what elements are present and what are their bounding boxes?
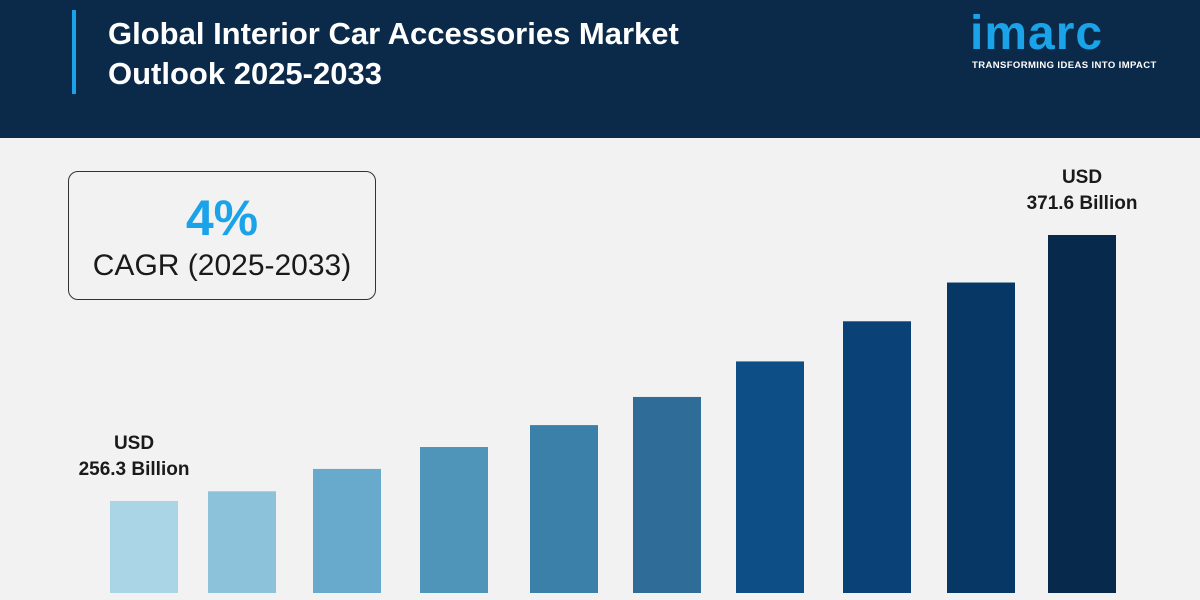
bar-2033 bbox=[1048, 235, 1116, 593]
title-line-2: Outlook 2025-2033 bbox=[108, 56, 382, 91]
data-label-2024: USD 256.3 Billion bbox=[54, 431, 214, 483]
bar-2025 bbox=[208, 491, 276, 593]
logo-wordmark: imarc bbox=[970, 7, 1104, 60]
data-label-value: 256.3 Billion bbox=[78, 459, 190, 480]
bar-2024 bbox=[110, 501, 178, 593]
header-banner: Global Interior Car Accessories Market O… bbox=[0, 0, 1200, 138]
bar-2031 bbox=[843, 321, 911, 593]
data-label-2033: USD 371.6 Billion bbox=[1002, 165, 1162, 217]
bar-2029 bbox=[633, 396, 701, 593]
logo-tagline: TRANSFORMING IDEAS INTO IMPACT bbox=[972, 60, 1157, 71]
title-accent-bar bbox=[72, 10, 76, 94]
cagr-value: 4% bbox=[185, 190, 259, 246]
cagr-label: CAGR (2025-2033) bbox=[92, 249, 352, 282]
bar-2028 bbox=[530, 425, 598, 593]
page-title: Global Interior Car Accessories Market O… bbox=[108, 14, 808, 94]
data-label-currency: USD bbox=[1061, 167, 1103, 188]
bar-2026 bbox=[313, 468, 381, 593]
title-line-1: Global Interior Car Accessories Market bbox=[108, 16, 679, 51]
imarc-logo: imarc TRANSFORMING IDEAS INTO IMPACT bbox=[960, 8, 1160, 78]
bar-2027 bbox=[420, 447, 488, 593]
data-label-value: 371.6 Billion bbox=[1026, 193, 1138, 214]
cagr-box: 4% CAGR (2025-2033) bbox=[68, 171, 376, 300]
bar-2032 bbox=[947, 282, 1015, 593]
data-label-currency: USD bbox=[113, 433, 155, 454]
bar-2030 bbox=[736, 361, 804, 593]
